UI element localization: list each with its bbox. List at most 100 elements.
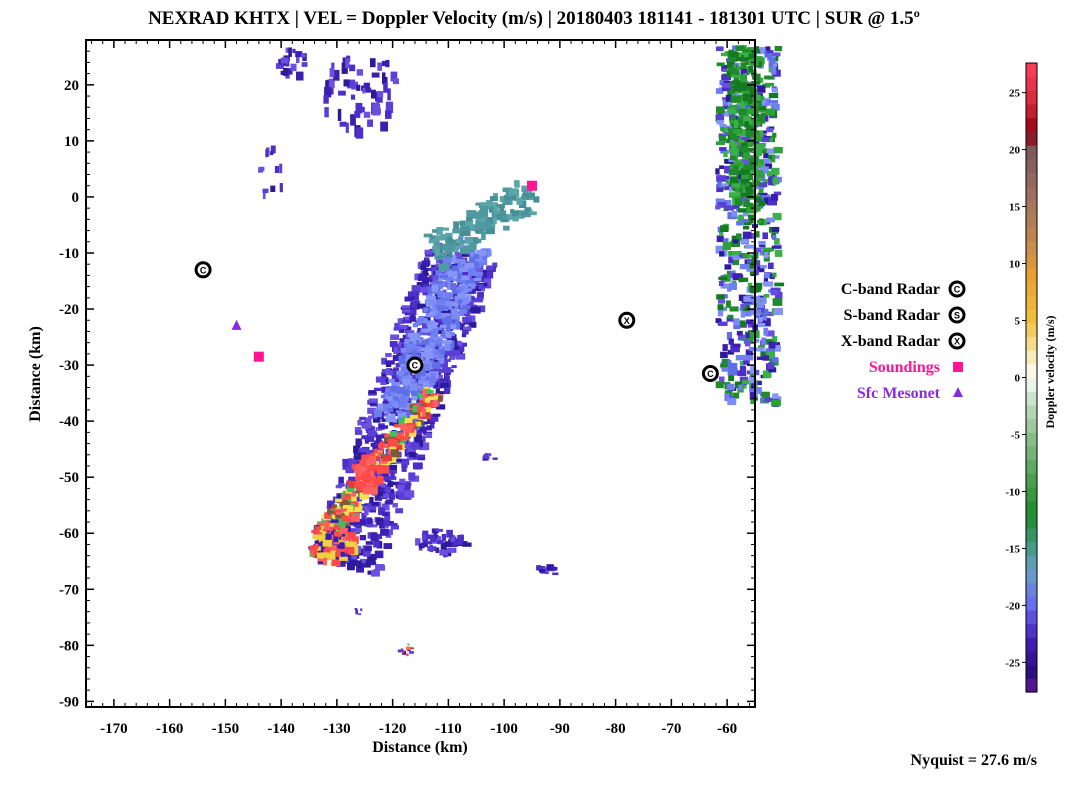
echo-cell	[375, 457, 383, 464]
echo-cell	[392, 386, 400, 393]
echo-cell	[475, 262, 480, 270]
echo-cell	[398, 494, 407, 500]
echo-cell	[387, 408, 394, 413]
echo-cell	[339, 528, 348, 534]
echo-cell	[450, 534, 455, 543]
echo-cell	[468, 268, 477, 276]
echo-cell	[745, 342, 751, 347]
echo-cell	[371, 72, 380, 78]
echo-cell	[726, 332, 732, 340]
echo-cell	[439, 302, 449, 310]
echo-cell	[428, 378, 435, 385]
echo-cell	[772, 69, 781, 77]
echo-cell	[772, 177, 779, 185]
echo-cell	[400, 347, 407, 353]
colorbar-tick-label: 25	[1009, 88, 1021, 100]
echo-cell	[742, 93, 753, 102]
echo-cell	[328, 78, 335, 89]
echo-cell	[452, 265, 457, 270]
echo-cell	[756, 106, 767, 111]
echo-cell	[409, 430, 417, 435]
echo-cell	[719, 230, 724, 237]
echo-cell	[725, 178, 731, 186]
echo-cell	[722, 140, 732, 144]
echo-cell	[774, 342, 780, 348]
legend-marker-square	[953, 362, 963, 372]
echo-cell	[727, 360, 732, 365]
echo-cell	[756, 266, 765, 273]
echo-cell	[430, 330, 439, 338]
echo-cell	[385, 414, 393, 423]
echo-cell	[450, 283, 457, 291]
echo-cell	[418, 435, 426, 443]
echo-cell	[392, 381, 401, 386]
echo-cell	[431, 267, 438, 274]
echo-cell	[490, 196, 498, 202]
echo-cell	[258, 166, 265, 172]
echo-cell	[767, 52, 773, 61]
echo-cell	[421, 408, 426, 417]
echo-cell	[440, 324, 447, 328]
echo-cell	[339, 533, 347, 539]
echo-cell	[728, 128, 733, 136]
echo-cell	[729, 282, 737, 290]
colorbar-segment	[1026, 609, 1037, 625]
echo-cell	[429, 349, 434, 354]
echo-cell	[424, 407, 431, 413]
echo-cell	[438, 283, 444, 289]
echo-cell	[365, 559, 371, 564]
echo-cell	[407, 643, 410, 646]
echo-cell	[410, 378, 416, 384]
echo-cell	[763, 153, 769, 159]
echo-cell	[333, 544, 343, 549]
echo-cell	[763, 197, 769, 205]
echo-cell	[401, 649, 405, 654]
echo-cell	[738, 384, 743, 391]
colorbar-segment	[1026, 418, 1037, 433]
echo-cell	[290, 63, 297, 72]
echo-cell	[361, 563, 371, 568]
echo-cell	[377, 403, 384, 411]
echo-cell	[727, 314, 734, 319]
colorbar-segment	[1026, 555, 1037, 570]
echo-cell	[758, 240, 766, 245]
echo-cell	[450, 324, 457, 330]
colorbar-segment	[1026, 404, 1037, 420]
echo-cell	[421, 352, 429, 358]
echo-cell	[270, 145, 276, 154]
x-tick-label: -80	[606, 721, 626, 737]
echo-cell	[723, 175, 730, 179]
echo-cell	[771, 245, 782, 249]
echo-cell	[318, 529, 325, 537]
echo-cell	[752, 309, 762, 314]
echo-cell	[321, 530, 327, 539]
echo-cell	[412, 405, 419, 412]
echo-cell	[478, 284, 484, 289]
echo-cell	[715, 245, 723, 254]
echo-cell	[716, 62, 725, 67]
echo-cell	[369, 486, 378, 495]
echo-cell	[434, 350, 441, 355]
colorbar-segment	[1026, 391, 1037, 406]
echo-cell	[743, 145, 749, 154]
echo-cell	[350, 114, 356, 126]
echo-cell	[337, 523, 346, 529]
echo-cell	[301, 53, 306, 58]
echo-cell	[355, 527, 362, 533]
echo-cell	[372, 103, 381, 116]
y-tick-label: -50	[59, 470, 79, 486]
echo-cell	[757, 192, 768, 197]
echo-cell	[465, 302, 474, 306]
echo-cell	[275, 63, 284, 69]
echo-cell	[401, 416, 408, 424]
echo-cell	[341, 508, 347, 512]
echo-cell	[354, 427, 362, 433]
echo-cell	[365, 450, 373, 457]
echo-cell	[726, 71, 731, 77]
echo-cell	[468, 321, 477, 328]
echo-cell	[438, 358, 444, 364]
echo-cell	[351, 492, 357, 497]
echo-cell	[439, 391, 445, 395]
echo-cell	[366, 517, 372, 524]
y-tick-label: -60	[59, 526, 79, 542]
